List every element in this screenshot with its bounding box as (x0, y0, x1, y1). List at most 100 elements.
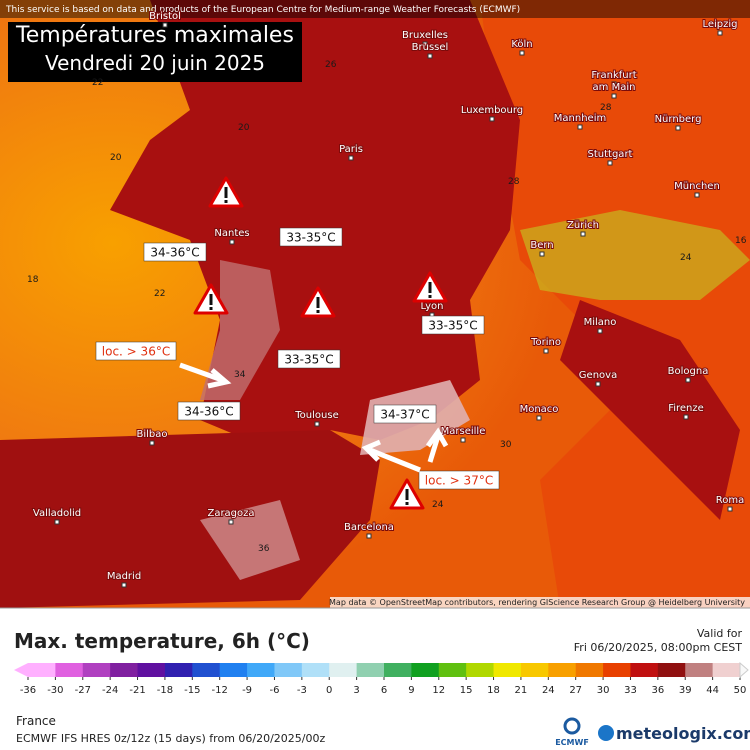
annotation-box (143, 242, 207, 262)
city-marker (422, 41, 428, 47)
city-marker (460, 437, 466, 443)
city-marker (675, 125, 681, 131)
ecmwf-icon (563, 717, 581, 735)
isotherm-label: 24 (432, 500, 444, 510)
warning-dot (428, 295, 432, 298)
isotherm-label: 20 (238, 123, 250, 133)
scale-label: 50 (734, 685, 747, 696)
warning-dot (209, 307, 213, 310)
map-credit: Map data © OpenStreetMap contributors, r… (329, 598, 745, 607)
arrow (427, 435, 441, 463)
annotation: 34-37°C (380, 408, 429, 422)
scale-label: 33 (624, 685, 637, 696)
isotherm-label: 22 (154, 289, 165, 299)
isotherm-label: 34 (234, 370, 246, 380)
isotherm-label: 16 (735, 236, 747, 246)
city-label: Stuttgart (588, 149, 633, 160)
scale-segment (82, 663, 111, 677)
city-label: Firenze (668, 403, 704, 414)
scale-label: 39 (679, 685, 692, 696)
city-marker (543, 348, 549, 354)
isotherm-label: 24 (680, 253, 692, 263)
isotherm-label: 28 (600, 103, 612, 113)
scale-label: -15 (184, 685, 200, 696)
city-label: Milano (584, 317, 617, 328)
city-marker (314, 421, 320, 427)
city-marker (348, 155, 354, 161)
warning-bar (209, 294, 213, 305)
italy (560, 300, 740, 520)
city-label: Leipzig (702, 19, 737, 30)
scale-label: 24 (542, 685, 555, 696)
city-label: Madrid (107, 571, 141, 582)
isotherm-label: 20 (110, 153, 122, 163)
city-label: Torino (530, 337, 561, 348)
city-marker (694, 192, 700, 198)
alps (520, 210, 750, 300)
scale-label: 44 (706, 685, 719, 696)
scale-label: 30 (597, 685, 610, 696)
scale-label: 18 (487, 685, 500, 696)
city-label: Paris (339, 144, 363, 155)
city-marker (685, 377, 691, 383)
city-marker (54, 519, 60, 525)
city-marker (536, 415, 542, 421)
city-marker (228, 519, 234, 525)
scale-segment (137, 663, 166, 677)
city-label: Zürich (567, 220, 599, 231)
model-info: ECMWF IFS HRES 0z/12z (15 days) from 06/… (16, 732, 326, 745)
notice-bar (0, 0, 750, 18)
city-marker (427, 53, 433, 59)
city-marker (597, 328, 603, 334)
city-marker (577, 124, 583, 130)
scale-segment (630, 663, 659, 677)
warning-bar (405, 489, 409, 500)
scale-segment (603, 663, 631, 677)
warning-dot (224, 200, 228, 203)
title: Températures maximales (15, 23, 294, 48)
ecmwf-logo: ECMWF (555, 738, 589, 747)
scale-label: 9 (408, 685, 414, 696)
city-label: Bern (530, 240, 553, 251)
city-label: Toulouse (294, 410, 338, 421)
annotation: loc. > 36°C (102, 345, 170, 359)
city-label: Monaco (520, 404, 559, 415)
scale-segment (575, 663, 604, 677)
annotation-box (279, 227, 343, 247)
scale-segment (247, 663, 275, 677)
annotation: 33-35°C (428, 319, 477, 333)
region: France (16, 714, 56, 728)
annotation-box (418, 470, 500, 490)
scale-label: 27 (569, 685, 582, 696)
arrow-head (361, 439, 381, 462)
scale-label: -24 (102, 685, 118, 696)
arrow (179, 362, 223, 383)
scale-segment (356, 663, 385, 677)
brand: meteologix.com (616, 724, 750, 743)
subtitle: Vendredi 20 juin 2025 (45, 51, 265, 75)
city-label: Bilbao (136, 429, 167, 440)
annotation: 34-36°C (150, 246, 199, 260)
isotherm-label: 36 (258, 544, 270, 554)
city-marker (595, 381, 601, 387)
scale-label: -3 (297, 685, 307, 696)
valid-label: Valid for (697, 627, 743, 640)
arrow-head (207, 368, 232, 389)
city-marker (539, 251, 545, 257)
city-label: München (674, 181, 720, 192)
isotherm-label: 18 (27, 275, 39, 285)
scale-label: -21 (129, 685, 145, 696)
city-label: Bristol (149, 11, 181, 22)
scale-segment (192, 663, 221, 677)
city-label: Marseille (441, 426, 486, 437)
brand-icon (598, 725, 614, 741)
france (110, 0, 520, 445)
annotation-box (177, 401, 241, 421)
arrows (179, 362, 449, 473)
scale-end-high (739, 661, 749, 679)
scale-segment (301, 663, 330, 677)
city-label: Barcelona (344, 522, 394, 533)
scale-end-low (14, 663, 28, 677)
